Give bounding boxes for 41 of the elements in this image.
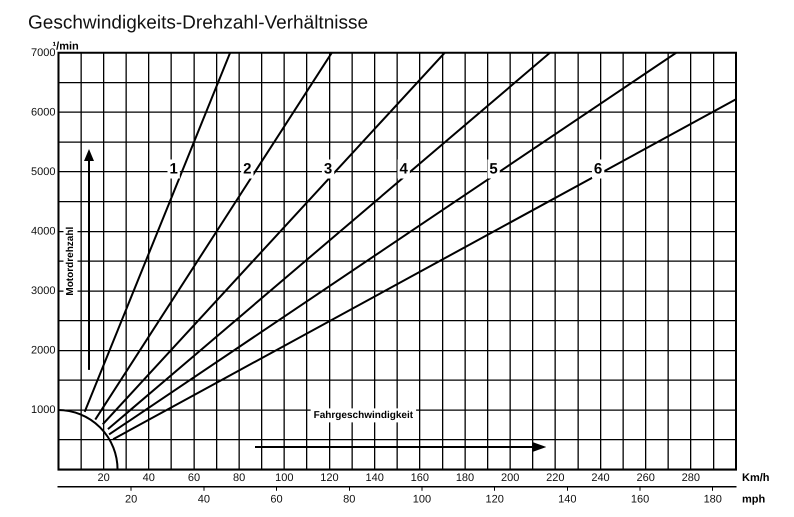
x2-tick-label: 140 bbox=[558, 493, 577, 506]
y-tick-label: 4000 bbox=[30, 225, 56, 238]
series-label: 1 bbox=[169, 160, 178, 178]
x-tick-label: 180 bbox=[456, 472, 474, 484]
y-tick-label: 5000 bbox=[30, 166, 56, 178]
series-label: 4 bbox=[399, 160, 408, 178]
x-tick-label: 260 bbox=[636, 472, 655, 484]
x2-tick-label: 60 bbox=[270, 493, 283, 506]
x2-tick-label: 40 bbox=[198, 493, 210, 506]
x-tick-label: 200 bbox=[500, 472, 520, 484]
x-tick-label: 220 bbox=[546, 472, 565, 484]
x2-tick-label: 20 bbox=[125, 493, 138, 506]
x-tick-label: 280 bbox=[682, 472, 700, 484]
x-tick-label: 120 bbox=[320, 472, 339, 484]
x-tick-label: 40 bbox=[142, 472, 155, 484]
series-label: 3 bbox=[324, 160, 332, 178]
x2-tick-label: 160 bbox=[630, 493, 650, 506]
y-tick-label: 6000 bbox=[30, 106, 56, 118]
x2-tick-label: 120 bbox=[485, 493, 504, 506]
x-tick-label: 240 bbox=[591, 472, 610, 484]
x-tick-label: 140 bbox=[365, 472, 384, 484]
chart-title: Geschwindigkeits-Drehzahl-Verhältnisse bbox=[28, 12, 368, 34]
x2-tick-label: 180 bbox=[704, 493, 722, 506]
series-label: 5 bbox=[489, 160, 498, 178]
y-tick-label: 3000 bbox=[30, 285, 56, 298]
x-tick-label: 80 bbox=[233, 472, 246, 484]
x-tick-label: 160 bbox=[410, 472, 429, 484]
series-label: 2 bbox=[243, 160, 252, 178]
y-tick-label: 7000 bbox=[30, 46, 56, 59]
x2-axis-title: mph bbox=[742, 493, 766, 506]
x-axis-title: Km/h bbox=[742, 472, 770, 484]
x-tick-label: 100 bbox=[275, 472, 294, 484]
x-tick-label: 20 bbox=[98, 472, 110, 484]
y-tick-label: 2000 bbox=[30, 344, 56, 357]
x-tick-label: 60 bbox=[188, 472, 200, 484]
x2-tick-label: 80 bbox=[343, 493, 356, 506]
annotation: Fahrgeschwindigkeit bbox=[314, 410, 414, 422]
y-tick-label: 1000 bbox=[30, 404, 56, 416]
series-label: 6 bbox=[594, 160, 602, 178]
y-axis-title: Motordrehzahl bbox=[65, 226, 76, 296]
x2-tick-label: 100 bbox=[412, 493, 432, 506]
